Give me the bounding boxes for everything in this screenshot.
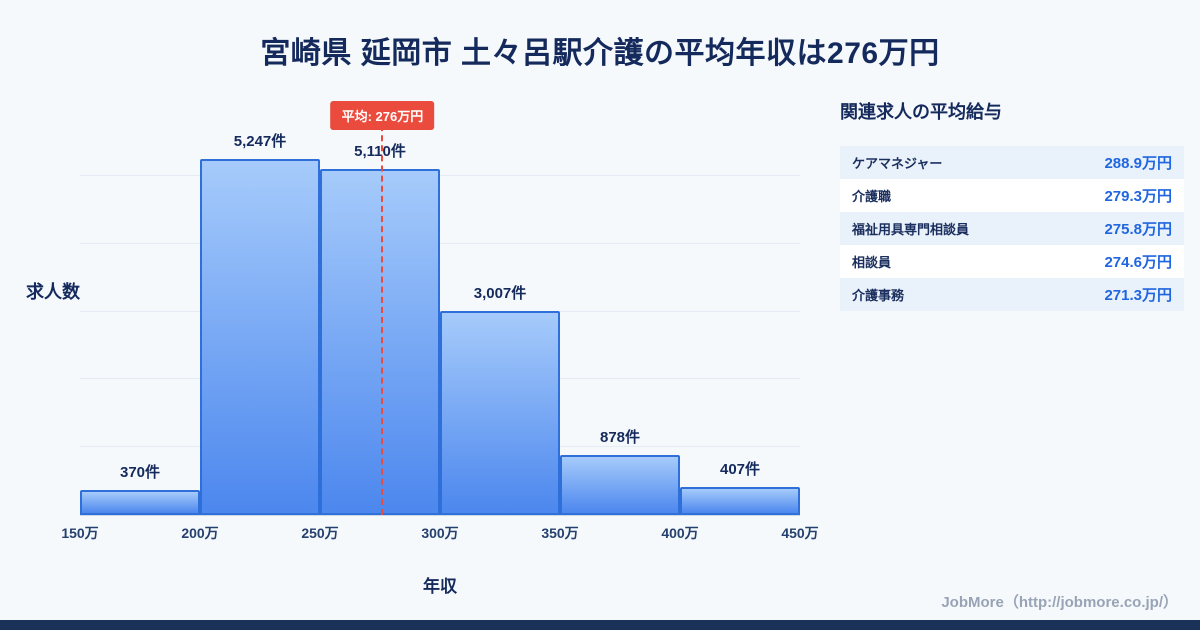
related-job-name: ケアマネジャー [852,156,943,171]
histogram-bar [560,455,680,515]
x-axis-tick: 300万 [421,525,459,541]
x-axis-tick: 250万 [301,525,339,541]
related-job-salary: 288.9万円 [1104,155,1172,172]
x-axis-label: 年収 [423,577,457,596]
histogram-bar [80,489,200,515]
related-jobs-heading: 関連求人の平均給与 [840,102,1002,122]
bar-value-label: 370件 [119,463,161,481]
x-axis-tick: 450万 [781,525,819,541]
x-axis-tick: 400万 [661,525,699,541]
footer-bar [0,620,1200,630]
page-title: 宮崎県 延岡市 土々呂駅介護の平均年収は276万円 [260,37,940,70]
related-job-salary: 271.3万円 [1104,287,1172,304]
x-axis-tick: 350万 [541,525,579,541]
gridline [80,242,800,244]
related-job-name: 相談員 [852,255,892,270]
bar-value-label: 878件 [599,429,641,447]
related-job-row: 相談員 274.6万円 [840,245,1184,278]
related-job-row: ケアマネジャー 288.9万円 [840,146,1184,179]
related-jobs-panel: 関連求人の平均給与 ケアマネジャー 288.9万円介護職 279.3万円福祉用具専門… [840,98,1184,311]
histogram-bar [200,159,320,515]
bar-value-label: 5,247件 [233,133,287,151]
histogram-bar [440,311,560,515]
related-job-row: 介護事務 271.3万円 [840,278,1184,311]
credit-text: JobMore（http://jobmore.co.jp/） [941,594,1178,611]
x-axis-tick: 150万 [61,525,99,541]
related-job-row: 介護職 279.3万円 [840,179,1184,212]
related-job-name: 福祉用具専門相談員 [852,222,970,237]
plot-area: 370件 5,247件 5,110件 3,007件 878件 407件 150万 200万 25… [61,101,819,541]
y-axis-label: 求人数 [26,282,80,302]
related-job-salary: 279.3万円 [1104,188,1172,205]
related-job-name: 介護職 [852,189,892,204]
bar-value-label: 5,110件 [354,142,406,160]
histogram-bar [320,168,440,515]
related-job-salary: 275.8万円 [1104,221,1172,238]
histogram-bar [680,487,800,515]
average-label: 平均: 276万円 [330,101,435,130]
related-job-name: 介護事務 [852,288,905,303]
related-jobs-table: ケアマネジャー 288.9万円介護職 279.3万円福祉用具専門相談員 275.8万円… [840,146,1184,311]
average-line [381,115,384,515]
related-job-row: 福祉用具専門相談員 275.8万円 [840,212,1184,245]
x-axis-tick: 200万 [181,525,219,541]
bar-value-label: 3,007件 [473,285,527,303]
gridline [80,175,800,177]
gridline [80,310,800,312]
related-job-salary: 274.6万円 [1104,254,1172,271]
bar-value-label: 407件 [719,461,761,479]
